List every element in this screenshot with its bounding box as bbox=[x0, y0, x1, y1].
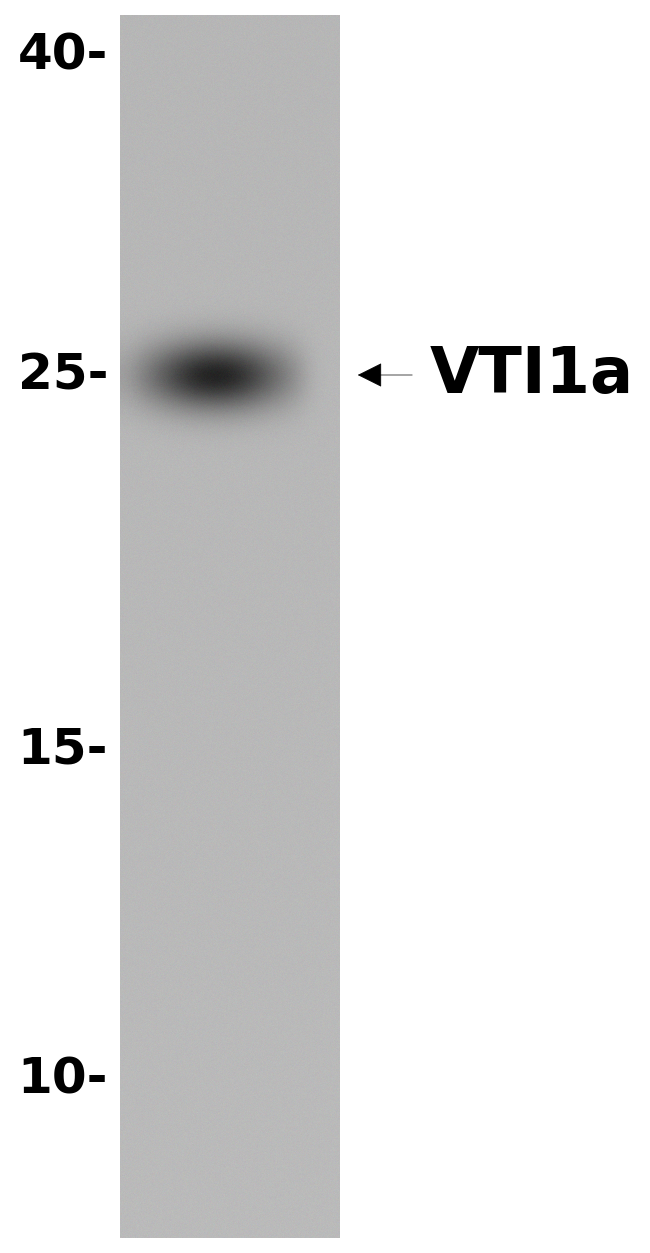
Text: 10-: 10- bbox=[18, 1056, 108, 1104]
Text: 15-: 15- bbox=[18, 725, 108, 774]
Text: VTI1a: VTI1a bbox=[430, 345, 634, 406]
Text: 40-: 40- bbox=[18, 31, 108, 79]
Text: 25-: 25- bbox=[18, 351, 108, 398]
